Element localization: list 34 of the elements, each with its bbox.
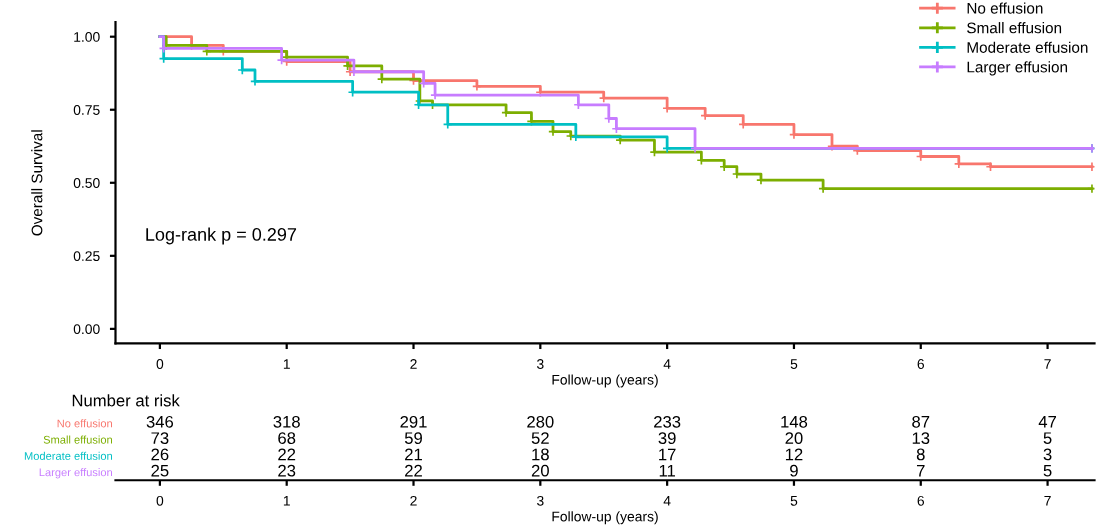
data-label: 280 [527,415,554,428]
data-label: 5 [1043,432,1052,445]
data-label: 68 [278,432,296,445]
data-label: 23 [278,464,296,477]
data-label: 8 [916,448,925,461]
chart-title: Number at risk [72,394,180,407]
data-label: 233 [654,415,681,428]
data-label: 47 [1038,416,1057,428]
data-label: 59 [404,432,422,445]
data-label: 21 [405,448,422,461]
data-label: 11 [659,464,675,477]
data-label: 3 [1043,448,1052,461]
data-label: 73 [151,432,169,445]
data-label: 22 [278,448,296,461]
data-label: 13 [912,432,930,445]
data-label: 17 [659,448,676,461]
data-label: 20 [785,432,803,445]
data-label: 25 [151,464,169,477]
data-label: 87 [912,415,930,428]
annotation: Log-rank p = 0.297 [146,227,297,245]
data-label: 7 [916,464,925,477]
data-label: 22 [405,464,422,477]
data-label: 318 [273,415,300,428]
data-label: 52 [531,432,549,445]
data-label: 148 [781,415,808,428]
data-label: 39 [658,432,676,445]
data-label: 18 [532,448,549,461]
data-label: 5 [1043,464,1052,477]
data-label: 20 [531,464,549,477]
data-label: 9 [790,464,798,477]
data-label: 291 [400,415,427,428]
data-label: 12 [785,448,803,461]
data-label: 346 [146,415,174,428]
data-label: 26 [151,448,169,461]
